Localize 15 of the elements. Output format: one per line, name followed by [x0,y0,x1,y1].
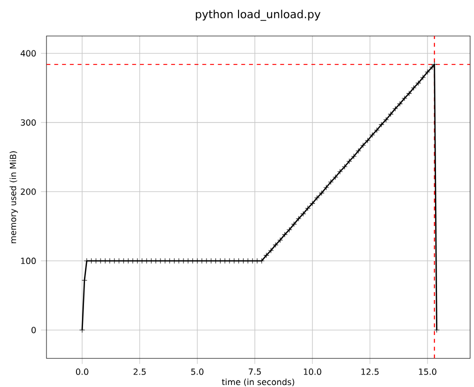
y-tick-label: 400 [20,50,36,57]
x-tick-label: 12.5 [361,368,379,376]
x-tick-label: 15.0 [419,368,436,376]
chart-title: python load_unload.py [196,10,320,21]
y-tick-label: 100 [21,258,36,264]
x-tick-label: 0.0 [76,368,88,376]
x-axis-title: time (in seconds) [222,378,294,386]
x-tick-label: 10.0 [304,368,322,376]
x-tick-label: 7.5 [248,368,261,375]
y-tick-label: 0 [32,327,36,334]
y-tick-label: 200 [20,188,36,196]
y-tick-label: 300 [20,120,36,126]
y-axis-title: memory used (in MiB) [10,151,18,244]
x-tick-label: 2.5 [134,368,146,376]
x-tick-label: 5.0 [191,368,204,376]
